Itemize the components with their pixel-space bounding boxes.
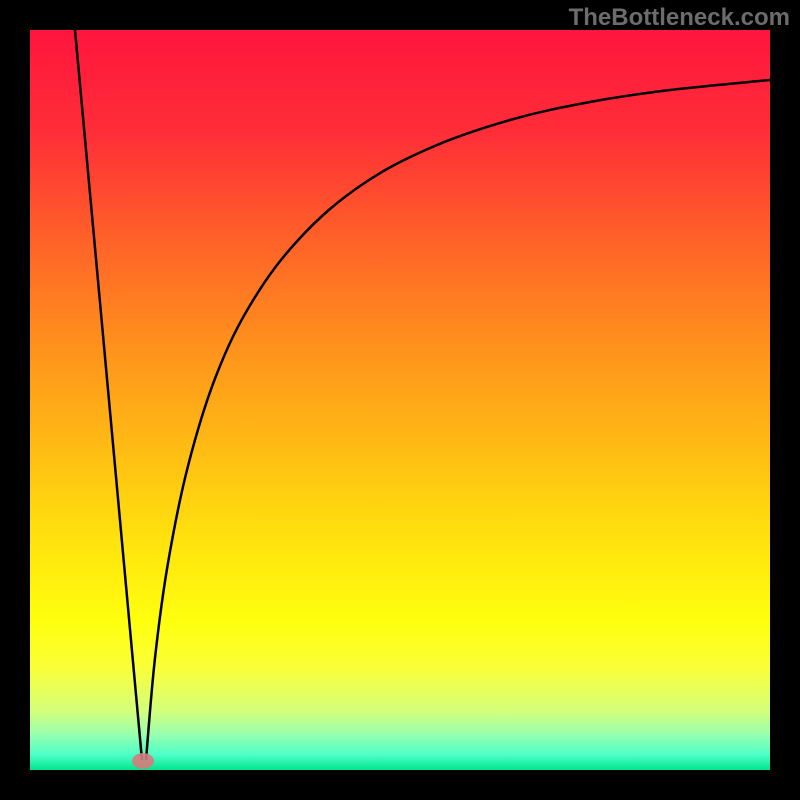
cusp-marker <box>132 753 154 769</box>
chart-container: TheBottleneck.com <box>0 0 800 800</box>
curve-left-branch <box>75 30 142 760</box>
watermark-text: TheBottleneck.com <box>569 4 790 32</box>
curve-layer <box>30 30 770 770</box>
curve-right-branch <box>146 80 770 760</box>
plot-area <box>30 30 770 770</box>
